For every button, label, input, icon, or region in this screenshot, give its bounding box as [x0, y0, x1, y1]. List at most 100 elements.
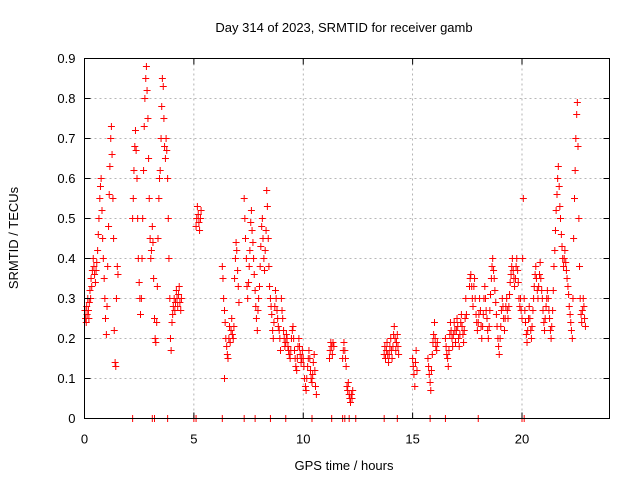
data-point — [252, 303, 260, 310]
data-point — [158, 103, 166, 110]
data-point — [292, 363, 300, 370]
data-point — [221, 307, 228, 314]
data-point — [250, 255, 258, 262]
data-point — [153, 283, 161, 290]
data-point — [552, 207, 560, 214]
data-point — [131, 127, 139, 134]
data-point — [263, 203, 271, 210]
data-point — [87, 275, 95, 282]
data-point — [282, 339, 290, 346]
data-point — [233, 247, 241, 254]
data-point — [433, 347, 441, 354]
data-point — [258, 223, 266, 230]
data-point — [164, 175, 172, 182]
data-point — [221, 375, 228, 382]
data-point — [484, 327, 492, 334]
data-point — [430, 331, 438, 338]
data-point — [234, 283, 242, 290]
data-point — [448, 335, 456, 342]
data-point — [143, 87, 151, 94]
data-point — [484, 335, 492, 342]
data-point — [164, 215, 172, 222]
data-point — [94, 231, 102, 238]
data-point — [258, 215, 266, 222]
data-point — [250, 271, 258, 278]
data-point — [492, 311, 500, 318]
data-point — [452, 327, 460, 334]
data-point — [261, 267, 269, 274]
data-point — [91, 271, 99, 278]
data-point — [223, 343, 231, 350]
data-point — [522, 319, 529, 326]
data-point — [249, 239, 257, 246]
data-point — [580, 303, 588, 310]
data-point — [194, 211, 202, 218]
data-point — [244, 295, 252, 302]
data-point — [506, 291, 514, 298]
data-point — [245, 263, 253, 270]
data-point — [172, 287, 180, 294]
data-point — [158, 75, 166, 82]
data-point — [519, 255, 527, 262]
data-point — [232, 239, 240, 246]
data-point — [261, 247, 269, 254]
data-point — [112, 363, 120, 370]
data-point — [457, 319, 465, 326]
data-point — [166, 335, 174, 342]
data-point — [555, 183, 563, 190]
data-point — [227, 327, 235, 334]
data-point — [235, 299, 243, 306]
data-point — [274, 323, 282, 330]
data-point — [409, 355, 417, 362]
data-point — [462, 295, 470, 302]
data-point — [526, 315, 534, 322]
data-point — [563, 275, 571, 282]
data-point — [432, 343, 440, 350]
data-point — [577, 311, 585, 318]
data-point — [306, 355, 314, 362]
data-point — [549, 287, 557, 294]
data-point — [521, 307, 529, 314]
data-point — [145, 195, 153, 202]
data-point — [242, 235, 249, 242]
data-point — [511, 275, 519, 282]
data-point — [156, 167, 164, 174]
data-point — [395, 351, 403, 358]
data-point — [219, 275, 227, 282]
y-tick-label: 0.3 — [57, 291, 75, 306]
data-point — [96, 183, 104, 190]
data-point — [388, 355, 396, 362]
data-point — [560, 263, 568, 270]
data-point — [280, 327, 288, 334]
x-tick-label: 15 — [405, 432, 419, 447]
data-point — [450, 319, 458, 326]
data-point — [196, 215, 204, 222]
data-point — [256, 283, 263, 290]
data-point — [296, 343, 304, 350]
y-tick-label: 0 — [68, 411, 75, 426]
data-point — [542, 303, 550, 310]
data-point — [146, 235, 154, 242]
data-point — [231, 275, 239, 282]
data-point — [105, 223, 113, 230]
data-point — [291, 347, 298, 354]
axis-ticks — [84, 58, 610, 419]
data-point — [570, 235, 578, 242]
data-point — [503, 295, 511, 302]
data-point — [197, 207, 205, 214]
data-point — [103, 303, 111, 310]
data-point — [449, 331, 457, 338]
data-point — [100, 275, 108, 282]
data-point — [228, 331, 236, 338]
data-point — [567, 327, 575, 334]
data-point — [241, 215, 249, 222]
data-point — [442, 343, 450, 350]
data-point — [247, 219, 255, 226]
data-point — [246, 247, 254, 254]
data-point — [330, 343, 338, 350]
data-point — [147, 255, 155, 262]
data-point — [308, 379, 316, 386]
data-point — [455, 343, 463, 350]
data-point — [473, 327, 481, 334]
x-tick-label: 5 — [190, 432, 197, 447]
